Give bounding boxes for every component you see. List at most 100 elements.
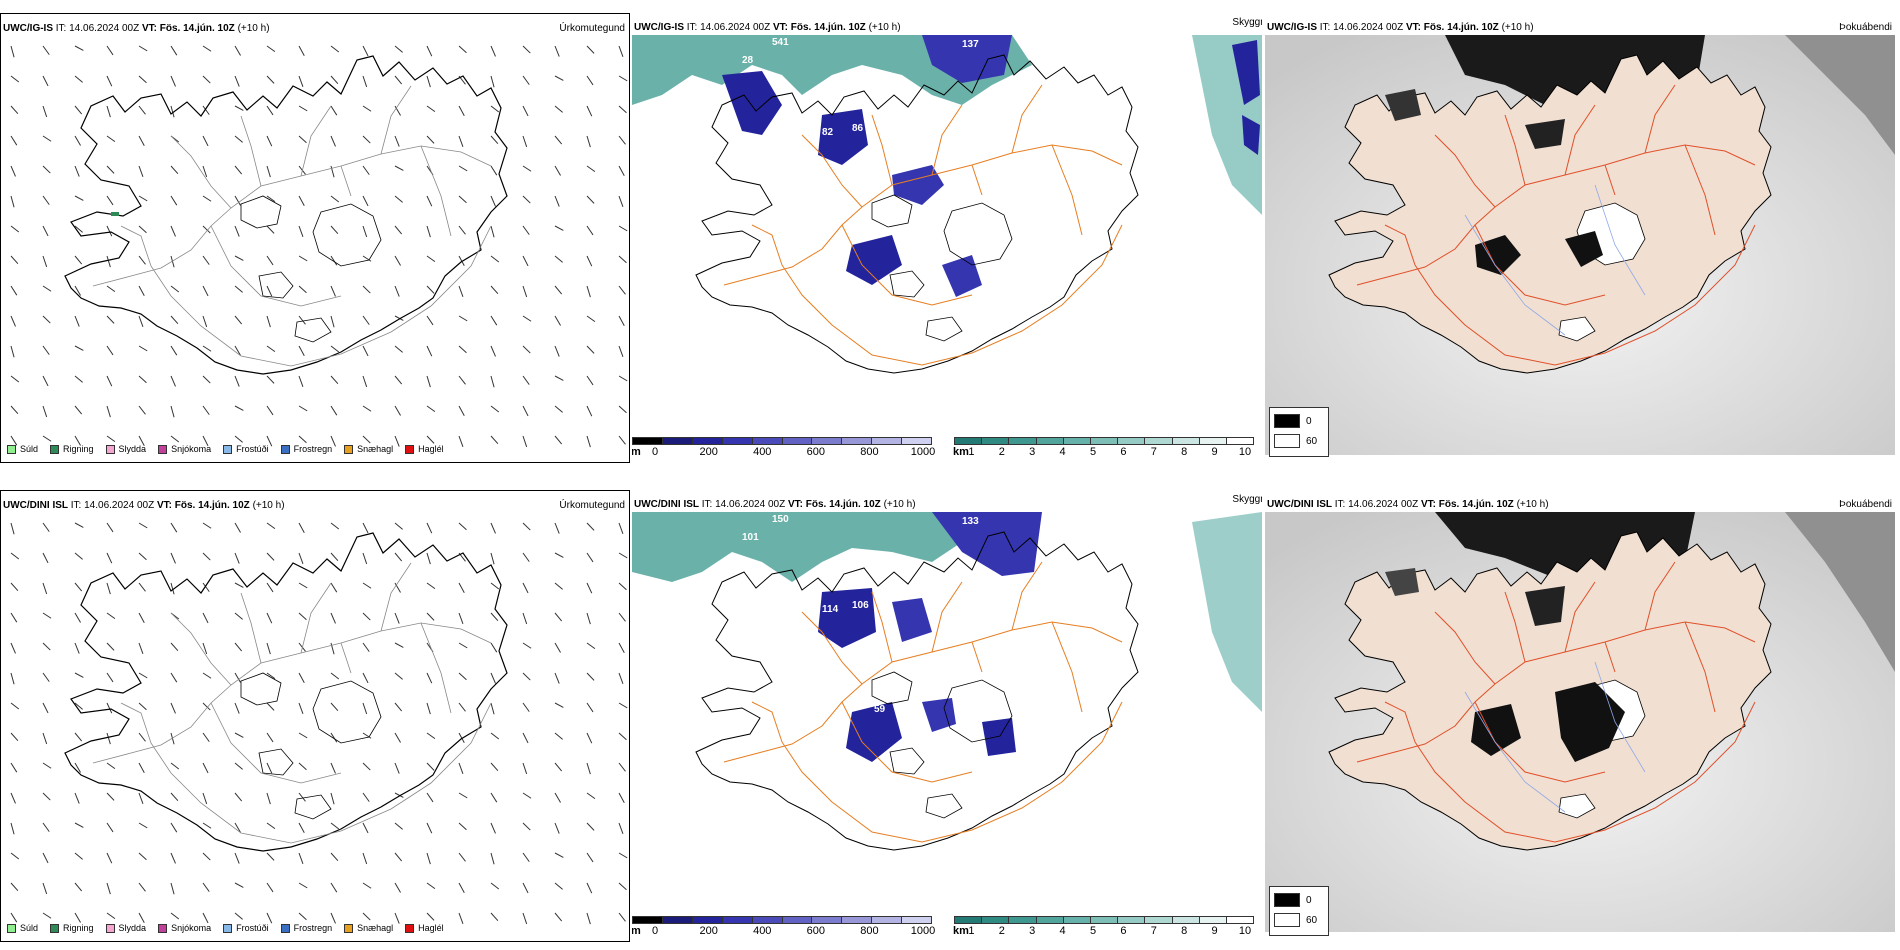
wind-barb <box>618 315 625 326</box>
wind-barb <box>298 582 308 589</box>
wind-barb <box>266 255 274 266</box>
wind-barb <box>202 612 209 624</box>
wind-barb <box>106 315 115 324</box>
colorbar-cell <box>955 917 983 923</box>
wind-barb <box>266 552 275 561</box>
wind-barb <box>554 582 563 590</box>
wind-barb <box>202 135 209 147</box>
precip-type-legend: Súld Rigning Slydda Snjókoma Frostúði Frostre… <box>7 444 444 454</box>
wind-barb <box>266 315 271 328</box>
colorbar-tick: 5 <box>1089 446 1097 458</box>
wind-barb <box>298 225 304 237</box>
colorbar-cell <box>1036 438 1064 444</box>
wind-barb <box>234 225 240 237</box>
wind-barb <box>10 612 18 623</box>
wind-barb <box>74 822 84 828</box>
wind-barb <box>426 435 435 444</box>
wind-barb <box>490 375 495 388</box>
fog-map <box>1265 35 1895 455</box>
wind-barb <box>170 255 175 268</box>
legend-label: Haglél <box>418 444 444 454</box>
wind-barb <box>10 105 19 115</box>
colorbar-cell <box>1145 917 1173 923</box>
legend-item: Frostregn <box>280 923 332 933</box>
wind-barb <box>586 105 593 117</box>
legend-label: Rigning <box>63 923 94 933</box>
wind-barb <box>522 522 531 531</box>
wind-barb <box>490 762 499 772</box>
wind-barb <box>202 75 211 84</box>
wind-barb <box>554 135 563 145</box>
wind-barb <box>234 852 240 864</box>
wind-barb <box>42 522 50 532</box>
wind-barb <box>522 582 529 594</box>
wind-barb <box>234 612 243 620</box>
wind-barb <box>298 315 306 325</box>
wind-barb <box>170 405 175 418</box>
vt-label: VT: <box>1405 22 1421 33</box>
colorbar-cell <box>842 438 873 444</box>
wind-barb <box>234 255 244 261</box>
it-label: IT: <box>686 22 698 33</box>
wind-barb <box>106 912 116 920</box>
wind-barb <box>10 75 20 83</box>
vt-value: Fös. 14.jún. 10Z <box>790 22 866 33</box>
wind-barb <box>618 672 624 684</box>
wind-barb <box>138 882 146 892</box>
wind-barb <box>202 225 211 234</box>
fog-legend-label: 0 <box>1306 894 1312 906</box>
wind-barb <box>586 165 596 173</box>
wind-barb <box>170 375 176 387</box>
wind-barb <box>554 375 564 381</box>
wind-barb <box>426 612 435 621</box>
wind-barb <box>394 285 400 297</box>
wind-barb <box>266 405 274 416</box>
wind-barb <box>106 582 111 595</box>
wind-barb <box>490 612 499 622</box>
ceiling-value-label: 150 <box>772 514 789 525</box>
wind-barb <box>458 315 468 322</box>
wind-barb <box>202 165 208 178</box>
wind-barb <box>298 75 304 87</box>
wind-barb <box>362 852 368 865</box>
wind-barb <box>554 552 564 558</box>
wind-barb <box>586 345 595 354</box>
colorbar-tick: 1000 <box>910 446 936 458</box>
wind-barb <box>394 702 403 712</box>
wind-barb <box>426 522 433 534</box>
wind-barb <box>74 912 81 923</box>
wind-barb <box>394 582 401 593</box>
fog-legend-swatch <box>1274 893 1300 907</box>
wind-barb <box>362 135 371 144</box>
wind-barb <box>554 732 563 740</box>
fog-legend-item: 60 <box>1274 434 1324 448</box>
wind-barb <box>426 75 431 88</box>
wind-barb <box>522 75 530 85</box>
colorbar-cell <box>633 917 663 923</box>
wind-barb <box>234 75 240 87</box>
wind-barb <box>170 435 180 443</box>
legend-label: Slydda <box>118 444 147 454</box>
wind-barb <box>10 552 20 560</box>
wind-barb <box>362 732 372 739</box>
colorbar-cell <box>633 438 663 444</box>
colorbar-tick: 7 <box>1150 446 1157 458</box>
wind-barb <box>458 285 464 297</box>
colorbar-cell <box>722 438 753 444</box>
wind-barb <box>586 852 594 863</box>
wind-barb <box>554 105 563 113</box>
wind-barb <box>234 45 241 56</box>
colorbar-cell <box>1172 438 1200 444</box>
colorbar-cell <box>1090 438 1119 444</box>
vt-value: Fös. 14.jún. 10Z <box>1423 22 1499 33</box>
wind-barb <box>618 225 628 232</box>
wind-barb <box>362 522 369 534</box>
wind-barb <box>394 522 403 530</box>
wind-barb <box>42 822 50 832</box>
wind-barb <box>586 315 596 323</box>
vt-label: VT: <box>1420 499 1436 510</box>
fog-panel-bottom: UWC/DINI ISL IT: 14.06.2024 00Z VT: Fös.… <box>1265 490 1900 942</box>
wind-barb <box>202 285 209 297</box>
colorbar-tick: 800 <box>860 446 879 458</box>
wind-barb <box>426 882 436 890</box>
